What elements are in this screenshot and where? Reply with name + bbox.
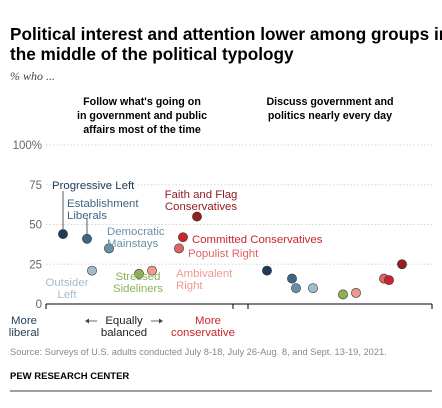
data-point-progressive-left bbox=[262, 265, 272, 276]
data-point-stressed-sideliners bbox=[134, 268, 144, 279]
data-point-stressed-sideliners bbox=[338, 289, 348, 300]
y-tick-label: 75 bbox=[29, 180, 42, 192]
y-tick-label: 25 bbox=[29, 259, 42, 271]
chart-title-line-1: Political interest and attention lower a… bbox=[10, 24, 442, 44]
data-point-outsider-left bbox=[87, 265, 97, 276]
data-point-democratic-mainstays bbox=[291, 283, 301, 293]
group-label-stressed-sideliners: Sideliners bbox=[113, 283, 163, 295]
data-point-populist-right bbox=[174, 243, 184, 254]
axis-label-more-conservative: More bbox=[195, 315, 221, 327]
data-point-ambivalent-right bbox=[351, 287, 361, 298]
y-tick-label: 0 bbox=[36, 299, 42, 311]
group-label-establishment-liberals: Establishment bbox=[67, 198, 139, 210]
group-label-outsider-left: Outsider bbox=[45, 277, 88, 289]
group-label-committed-conservatives: Committed Conservatives bbox=[192, 234, 323, 246]
data-point-committed-conservatives bbox=[178, 232, 188, 243]
data-point-faith-and-flag bbox=[192, 211, 202, 222]
data-point-democratic-mainstays bbox=[104, 243, 114, 254]
y-tick-label: 100% bbox=[13, 140, 42, 152]
group-label-outsider-left: Left bbox=[58, 289, 78, 301]
group-label-democratic-mainstays: Democratic bbox=[107, 226, 165, 238]
y-tick-label: 50 bbox=[29, 220, 42, 232]
plot-area: 0 25 50 75 100% Follow what's going on in gove… bbox=[9, 96, 433, 392]
data-point-outsider-left bbox=[308, 283, 318, 293]
axis-label-equally-balanced: Equally bbox=[105, 315, 143, 327]
group-label-progressive-left: Progressive Left bbox=[52, 180, 135, 192]
group-label-ambivalent-right: Right bbox=[176, 280, 203, 292]
arrow-left-head bbox=[85, 318, 89, 324]
group-label-democratic-mainstays: Mainstays bbox=[107, 238, 159, 250]
data-point-establishment-liberals bbox=[287, 273, 297, 284]
data-point-establishment-liberals bbox=[82, 233, 92, 244]
panel-title: in government and public bbox=[77, 110, 207, 122]
data-point-progressive-left bbox=[58, 229, 68, 239]
brand-name: PEW RESEARCH CENTER bbox=[10, 371, 129, 382]
chart-title-line-2: the middle of the political typology bbox=[10, 44, 294, 64]
source-note: Source: Surveys of U.S. adults conducted… bbox=[10, 347, 387, 357]
group-label-faith-and-flag: Conservatives bbox=[165, 201, 237, 213]
group-label-faith-and-flag: Faith and Flag bbox=[165, 189, 238, 201]
group-label-populist-right: Populist Right bbox=[188, 248, 259, 260]
data-point-ambivalent-right bbox=[147, 265, 157, 276]
axis-label-more-liberal: More bbox=[11, 315, 37, 327]
axis-label-more-liberal: liberal bbox=[9, 327, 39, 339]
panel-title: affairs most of the time bbox=[83, 124, 201, 136]
data-point-committed-conservatives bbox=[384, 275, 394, 286]
axis-label-equally-balanced: balanced bbox=[101, 327, 147, 339]
panel-title: Discuss government and bbox=[266, 96, 393, 108]
axis-label-more-conservative: conservative bbox=[171, 327, 235, 339]
panel-title: politics nearly every day bbox=[268, 110, 392, 122]
data-point-faith-and-flag bbox=[397, 259, 407, 270]
group-label-establishment-liberals: Liberals bbox=[67, 210, 107, 222]
chart-subtitle: % who ... bbox=[10, 69, 55, 83]
panel-title: Follow what's going on bbox=[83, 96, 201, 108]
group-label-stressed-sideliners: Stressed bbox=[116, 271, 161, 283]
arrow-right-head bbox=[159, 318, 163, 324]
group-label-ambivalent-right: Ambivalent bbox=[176, 268, 233, 280]
